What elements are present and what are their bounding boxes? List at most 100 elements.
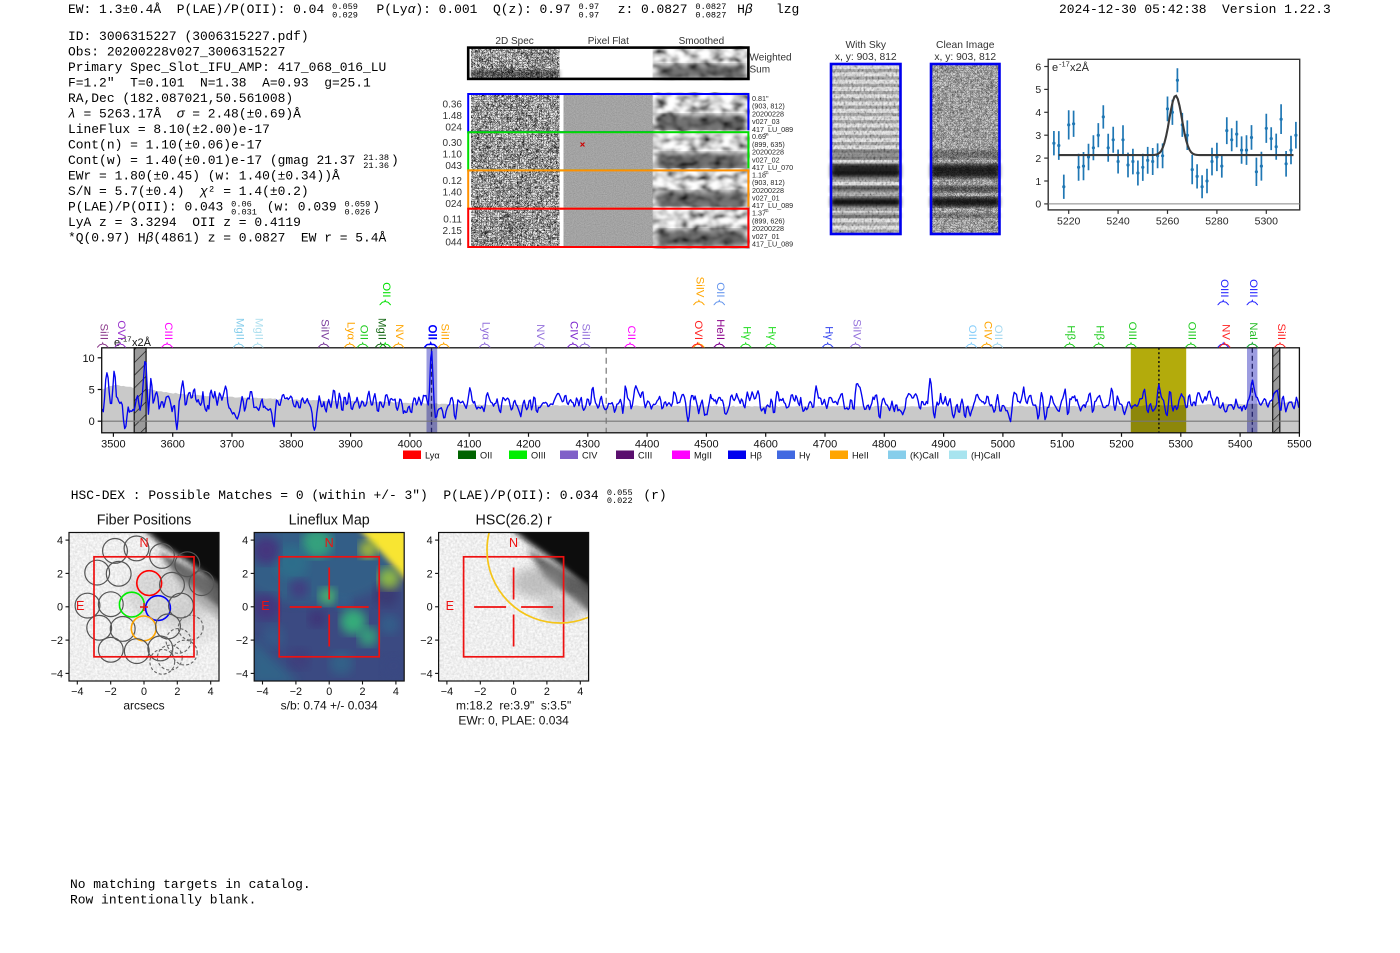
- svg-text:5280: 5280: [1205, 215, 1229, 227]
- svg-text:λ = 5263.17Å σ = 2.48(±0.69)Å: λ = 5263.17Å σ = 2.48(±0.69)Å: [68, 106, 301, 121]
- svg-text:(r): (r): [636, 488, 667, 503]
- svg-text:Primary Spec_Slot_IFU_AMP: 417: Primary Spec_Slot_IFU_AMP: 417_068_016_L…: [68, 60, 386, 75]
- svg-text:(899, 635): (899, 635): [752, 140, 785, 149]
- svg-text:4400: 4400: [635, 438, 659, 450]
- svg-text:(H)CaII: (H)CaII: [971, 450, 1001, 460]
- svg-text:417_LU_089: 417_LU_089: [752, 201, 793, 210]
- svg-text:Obs: 20200228v027_3006315227: Obs: 20200228v027_3006315227: [68, 44, 285, 59]
- svg-text:0: 0: [242, 602, 248, 614]
- svg-text:OVI: OVI: [692, 320, 704, 340]
- svg-text:−4: −4: [236, 668, 248, 680]
- svg-text:0: 0: [141, 686, 147, 698]
- svg-text:0.031: 0.031: [231, 208, 257, 218]
- svg-text:2: 2: [242, 568, 248, 580]
- svg-text:−2: −2: [236, 635, 248, 647]
- svg-text:Smoothed: Smoothed: [679, 36, 725, 47]
- svg-text:OII: OII: [480, 450, 492, 460]
- svg-text:0.97: 0.97: [579, 2, 600, 12]
- svg-text:4300: 4300: [576, 438, 600, 450]
- svg-text:1: 1: [1035, 176, 1041, 188]
- svg-text:0.11: 0.11: [443, 214, 462, 225]
- svg-text:OIII: OIII: [1218, 279, 1230, 297]
- svg-text:Cont(n) = 1.10(±0.06)e-17: Cont(n) = 1.10(±0.06)e-17: [68, 137, 262, 152]
- svg-text:4500: 4500: [694, 438, 718, 450]
- svg-text:Hβ lzg: Hβ lzg: [729, 2, 799, 17]
- svg-text:e: e: [1052, 62, 1058, 74]
- svg-text:−2: −2: [474, 686, 486, 698]
- svg-text:Hγ: Hγ: [799, 450, 811, 460]
- svg-text:OII: OII: [358, 325, 370, 340]
- svg-text:024: 024: [445, 123, 462, 134]
- svg-text:1.37": 1.37": [752, 209, 769, 218]
- svg-text:v027_03: v027_03: [752, 117, 780, 126]
- svg-text:RA,Dec (182.087021,50.561008): RA,Dec (182.087021,50.561008): [68, 91, 293, 106]
- svg-text:5200: 5200: [1109, 438, 1133, 450]
- svg-text:OII: OII: [380, 282, 392, 297]
- svg-text:Lyα: Lyα: [425, 450, 440, 460]
- svg-text:OIII: OIII: [1247, 279, 1259, 297]
- svg-text:HeII: HeII: [714, 319, 726, 340]
- svg-text:4100: 4100: [457, 438, 481, 450]
- svg-text:Sum: Sum: [750, 65, 771, 76]
- svg-text:−4: −4: [256, 686, 268, 698]
- svg-text:4000: 4000: [398, 438, 422, 450]
- svg-text:0: 0: [89, 416, 95, 428]
- svg-text:-17: -17: [1059, 60, 1070, 69]
- svg-text:P(LAE)/P(OII): 0.043: P(LAE)/P(OII): 0.043: [68, 199, 231, 214]
- svg-text:0.69": 0.69": [752, 132, 769, 141]
- svg-text:0: 0: [427, 602, 433, 614]
- svg-text:N: N: [509, 536, 518, 550]
- svg-text:1.10: 1.10: [443, 149, 463, 160]
- svg-text:−4: −4: [441, 686, 453, 698]
- svg-text:2D Spec: 2D Spec: [495, 36, 533, 47]
- svg-text:2: 2: [544, 686, 550, 698]
- svg-text:NV: NV: [1220, 324, 1232, 340]
- svg-text:043: 043: [445, 161, 462, 172]
- svg-text:3700: 3700: [220, 438, 244, 450]
- svg-text:20200228: 20200228: [752, 224, 784, 233]
- svg-text:CIII: CIII: [638, 450, 652, 460]
- svg-text:5: 5: [1035, 84, 1041, 96]
- svg-text:−4: −4: [420, 668, 432, 680]
- svg-text:HSC-DEX : Possible Matches = 0: HSC-DEX : Possible Matches = 0 (within +…: [71, 488, 607, 503]
- svg-text:4: 4: [242, 535, 248, 547]
- svg-text:2: 2: [1035, 153, 1041, 165]
- svg-text:4700: 4700: [813, 438, 837, 450]
- svg-text:4: 4: [1035, 107, 1041, 119]
- svg-text:Hγ: Hγ: [765, 326, 777, 340]
- svg-text:s/b: 0.74 +/- 0.034: s/b: 0.74 +/- 0.034: [281, 699, 378, 713]
- svg-text:417_LU_089: 417_LU_089: [752, 240, 793, 249]
- svg-text:5300: 5300: [1169, 438, 1193, 450]
- svg-text:0: 0: [57, 602, 63, 614]
- svg-text:OII: OII: [714, 282, 726, 297]
- svg-text:EWr: 0, PLAE: 0.034: EWr: 0, PLAE: 0.034: [458, 714, 569, 728]
- svg-text:): ): [372, 199, 380, 214]
- svg-text:0.022: 0.022: [607, 496, 633, 506]
- svg-text:5240: 5240: [1106, 215, 1130, 227]
- svg-text:2: 2: [427, 568, 433, 580]
- svg-text:E: E: [261, 599, 269, 613]
- svg-text:1.18": 1.18": [752, 170, 769, 179]
- svg-text:5400: 5400: [1228, 438, 1252, 450]
- svg-text:CIV: CIV: [568, 321, 580, 340]
- svg-text:2: 2: [57, 568, 63, 580]
- svg-text:EW: 1.3±0.4Å P(LAE)/P(OII): 0: EW: 1.3±0.4Å P(LAE)/P(OII): 0.04: [68, 2, 332, 17]
- svg-text:SiII: SiII: [580, 324, 592, 340]
- svg-text:Clean Image: Clean Image: [936, 40, 995, 51]
- svg-text:E: E: [76, 599, 84, 613]
- svg-text:MgII: MgII: [234, 318, 246, 340]
- svg-text:5000: 5000: [991, 438, 1015, 450]
- svg-text:0: 0: [326, 686, 332, 698]
- svg-text:5500: 5500: [1287, 438, 1311, 450]
- svg-text:5: 5: [89, 385, 95, 397]
- svg-text:4800: 4800: [872, 438, 896, 450]
- svg-text:0.055: 0.055: [607, 488, 633, 498]
- svg-text:NaI: NaI: [1247, 322, 1259, 340]
- svg-text:MgII: MgII: [694, 450, 712, 460]
- svg-text:OII: OII: [966, 325, 978, 340]
- svg-text:5260: 5260: [1156, 215, 1180, 227]
- svg-text:Weighted: Weighted: [750, 53, 792, 64]
- svg-text:OVI: OVI: [115, 320, 127, 340]
- svg-text:*Q(0.97) Hβ(4861) z = 0.0827: *Q(0.97) Hβ(4861) z = 0.0827 EW r = 5.4Å: [68, 230, 387, 245]
- svg-text:v027_02: v027_02: [752, 155, 780, 164]
